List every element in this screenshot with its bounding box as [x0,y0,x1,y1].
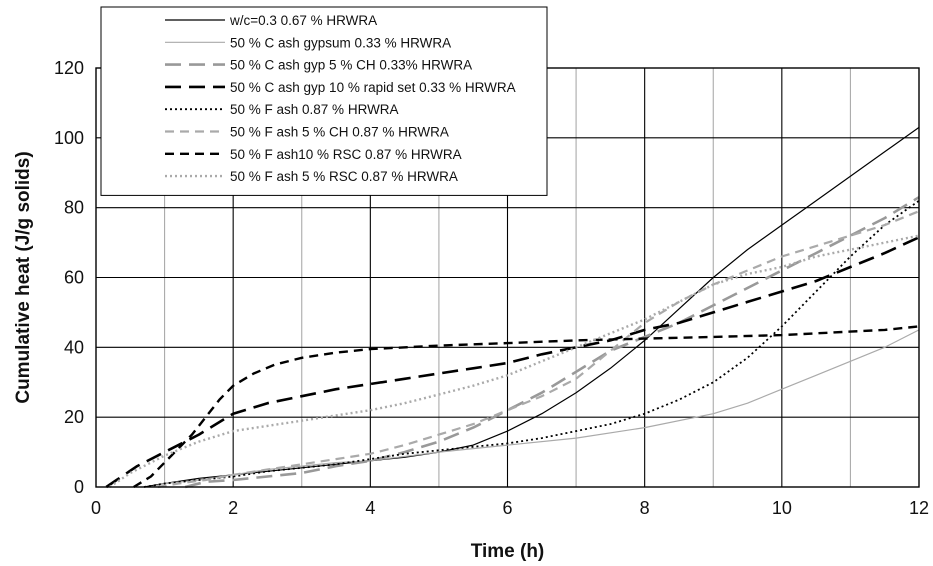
x-tick-label: 2 [228,498,238,518]
series-line-6 [157,210,920,489]
series-line-5 [143,199,920,488]
series-line-7 [133,325,920,489]
y-tick-label: 80 [64,198,84,218]
y-tick-label: 0 [74,477,84,497]
y-tick-label: 100 [54,128,84,148]
y-tick-label: 120 [54,58,84,78]
x-tick-label: 8 [640,498,650,518]
x-tick-label: 4 [365,498,375,518]
legend: w/c=0.3 0.67 % HRWRA 50 % C ash gypsum 0.… [100,6,548,196]
series-line-2 [150,329,920,488]
legend-label-5: 50 % F ash 0.87 % HRWRA [230,102,399,117]
x-axis-title: Time (h) [471,541,545,562]
legend-label-2: 50 % C ash gypsum 0.33 % HRWRA [230,35,451,50]
series-lines [105,126,920,489]
x-tick-label: 10 [772,498,792,518]
series-line-4 [105,236,920,489]
legend-label-6: 50 % F ash 5 % CH 0.87 % HRWRA [230,125,449,140]
legend-label-7: 50 % F ash10 % RSC 0.87 % HRWRA [230,147,462,162]
series-line-3 [184,196,920,489]
x-tick-label: 6 [502,498,512,518]
series-line-1 [143,126,920,488]
y-tick-label: 40 [64,337,84,357]
y-axis-title: Cumulative heat (J/g solids) [13,151,34,403]
legend-label-8: 50 % F ash 5 % RSC 0.87 % HRWRA [230,169,458,184]
legend-label-4: 50 % C ash gyp 10 % rapid set 0.33 % HRW… [230,80,516,95]
legend-label-1: w/c=0.3 0.67 % HRWRA [229,13,377,28]
y-tick-label: 60 [64,268,84,288]
legend-label-3: 50 % C ash gyp 5 % CH 0.33% HRWRA [230,58,472,73]
x-tick-label: 0 [91,498,101,518]
legend-box [100,6,548,196]
series-line-8 [109,234,920,488]
y-tick-label: 20 [64,407,84,427]
x-tick-label: 12 [909,498,929,518]
